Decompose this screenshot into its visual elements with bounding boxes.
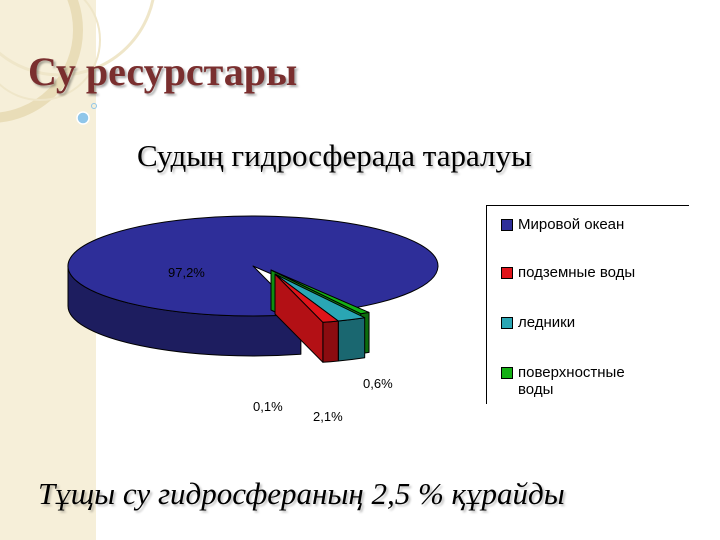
legend-swatch bbox=[501, 219, 513, 231]
decorative-circles bbox=[0, 0, 155, 125]
blue-dot-icon bbox=[76, 111, 90, 125]
slice-underground bbox=[274, 273, 339, 363]
legend-swatch bbox=[501, 317, 513, 329]
bottom-note: Тұщы су гидросфераның 2,5 % құрайды bbox=[38, 476, 565, 511]
data-label-ocean: 97,2% bbox=[168, 265, 205, 280]
legend-label: ледники bbox=[518, 314, 576, 331]
page-title: Су ресурстары bbox=[28, 49, 298, 94]
data-label-underground: 0,6% bbox=[363, 376, 393, 391]
chart-subtitle: Судың гидросферада таралуы bbox=[137, 138, 532, 173]
data-label-surface: 0,1% bbox=[253, 399, 283, 414]
legend-swatch bbox=[501, 367, 513, 379]
slice-ocean bbox=[67, 215, 439, 357]
legend-label: поверхностные воды bbox=[518, 364, 625, 398]
data-label-glaciers: 2,1% bbox=[313, 409, 343, 424]
chart-legend: Мировой океан подземные воды ледники поверх… bbox=[486, 205, 689, 404]
legend-label: Мировой океан bbox=[518, 216, 625, 233]
legend-swatch bbox=[501, 267, 513, 279]
legend-label: подземные воды bbox=[518, 264, 636, 281]
